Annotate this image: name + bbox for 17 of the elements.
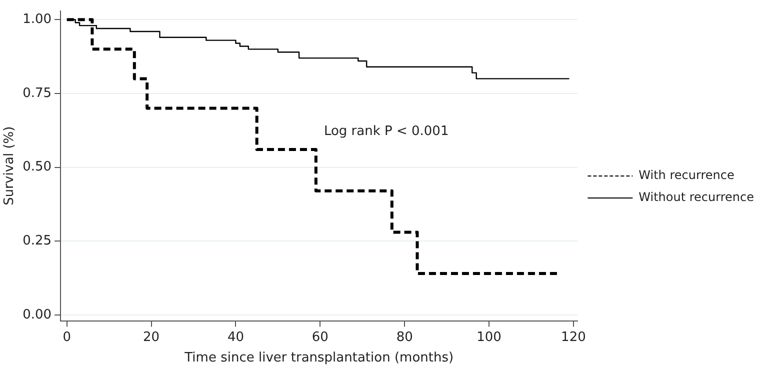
legend-label: Without recurrence [638,190,754,204]
x-tick-label: 60 [312,330,328,345]
y-axis-title: Survival (%) [2,126,18,206]
x-tick-label: 40 [227,330,244,345]
y-tick-label: 0.25 [22,233,52,248]
y-tick-label: 0.00 [22,307,52,322]
x-tick-label: 0 [62,330,72,345]
y-tick-label: 0.75 [22,86,52,101]
x-tick-label: 100 [476,330,502,345]
y-tick-label: 1.00 [22,12,52,28]
x-axis-title: Time since liver transplantation (months) [184,350,454,366]
y-tick-label: 0.50 [22,160,52,175]
x-tick-label: 80 [396,330,413,345]
legend-label: With recurrence [638,168,734,182]
annotation: Log rank P < 0.001 [324,124,449,139]
x-tick-label: 120 [561,330,586,345]
x-tick-label: 20 [143,330,160,345]
